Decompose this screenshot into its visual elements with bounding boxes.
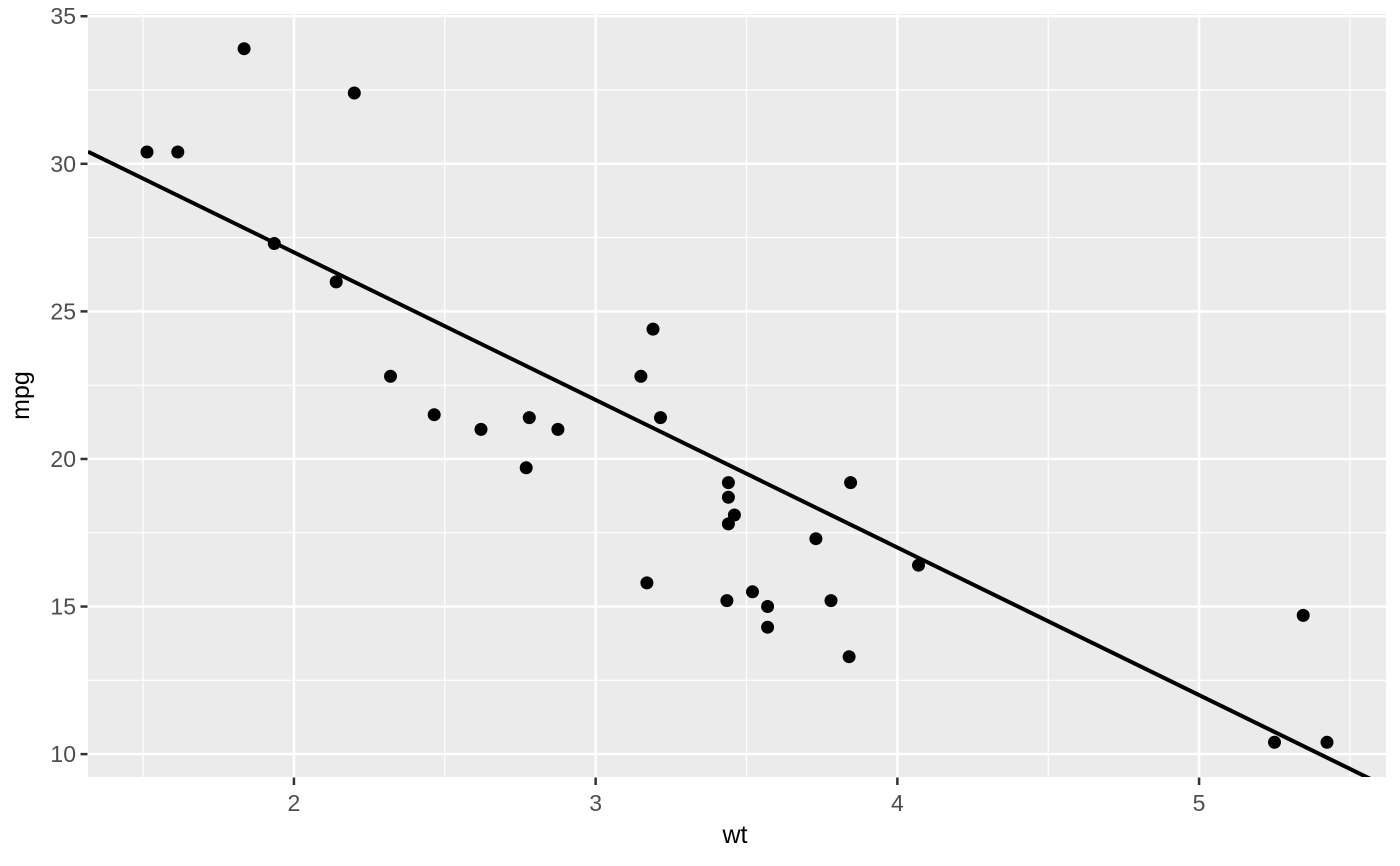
data-point: [842, 650, 856, 664]
data-point: [140, 145, 154, 159]
y-tick-label: 25: [50, 298, 76, 324]
x-axis-title: wt: [722, 821, 748, 849]
data-point: [640, 576, 654, 590]
x-tick-label: 5: [1193, 790, 1206, 816]
data-point: [761, 620, 775, 634]
data-point: [761, 600, 775, 613]
x-tick-label: 4: [891, 790, 904, 816]
data-point: [551, 422, 565, 436]
data-points: [140, 42, 1334, 749]
data-point: [237, 42, 251, 56]
trend-line: [88, 149, 1372, 777]
data-point: [347, 86, 361, 100]
y-tick-label: 20: [50, 446, 76, 472]
data-point: [474, 422, 488, 436]
data-point: [1320, 735, 1334, 749]
data-point: [844, 476, 858, 490]
data-point: [427, 408, 441, 422]
y-tick-label: 35: [50, 3, 76, 29]
y-axis-ticks: [80, 14, 88, 756]
data-point: [721, 476, 735, 490]
data-point: [522, 411, 536, 425]
data-point: [824, 594, 838, 608]
x-axis-ticks: [292, 777, 1201, 785]
data-point: [1296, 608, 1310, 622]
major-gridlines: [88, 14, 1386, 777]
data-point: [519, 461, 533, 475]
data-point: [809, 532, 823, 546]
data-point: [267, 237, 281, 250]
y-axis-tick-labels: 10 15 20 25 30 35: [50, 3, 76, 767]
x-tick-label: 3: [589, 790, 602, 816]
data-point: [654, 411, 667, 425]
data-point: [646, 322, 660, 336]
data-point: [721, 490, 735, 504]
data-point: [720, 594, 734, 608]
plot-panel: [88, 14, 1386, 777]
y-axis-title: mpg: [7, 371, 35, 420]
data-point: [384, 369, 397, 383]
data-point: [329, 275, 343, 289]
data-point: [746, 585, 759, 599]
minor-gridlines: [88, 14, 1386, 777]
x-axis-tick-labels: 2 3 4 5: [288, 790, 1206, 816]
data-point: [1268, 735, 1281, 749]
y-tick-label: 30: [50, 151, 76, 177]
data-point: [171, 145, 185, 159]
y-tick-label: 10: [50, 741, 76, 767]
y-tick-label: 15: [50, 594, 76, 620]
data-point: [721, 517, 735, 531]
x-tick-label: 2: [288, 790, 301, 816]
data-point: [634, 369, 648, 383]
data-point: [912, 558, 925, 572]
